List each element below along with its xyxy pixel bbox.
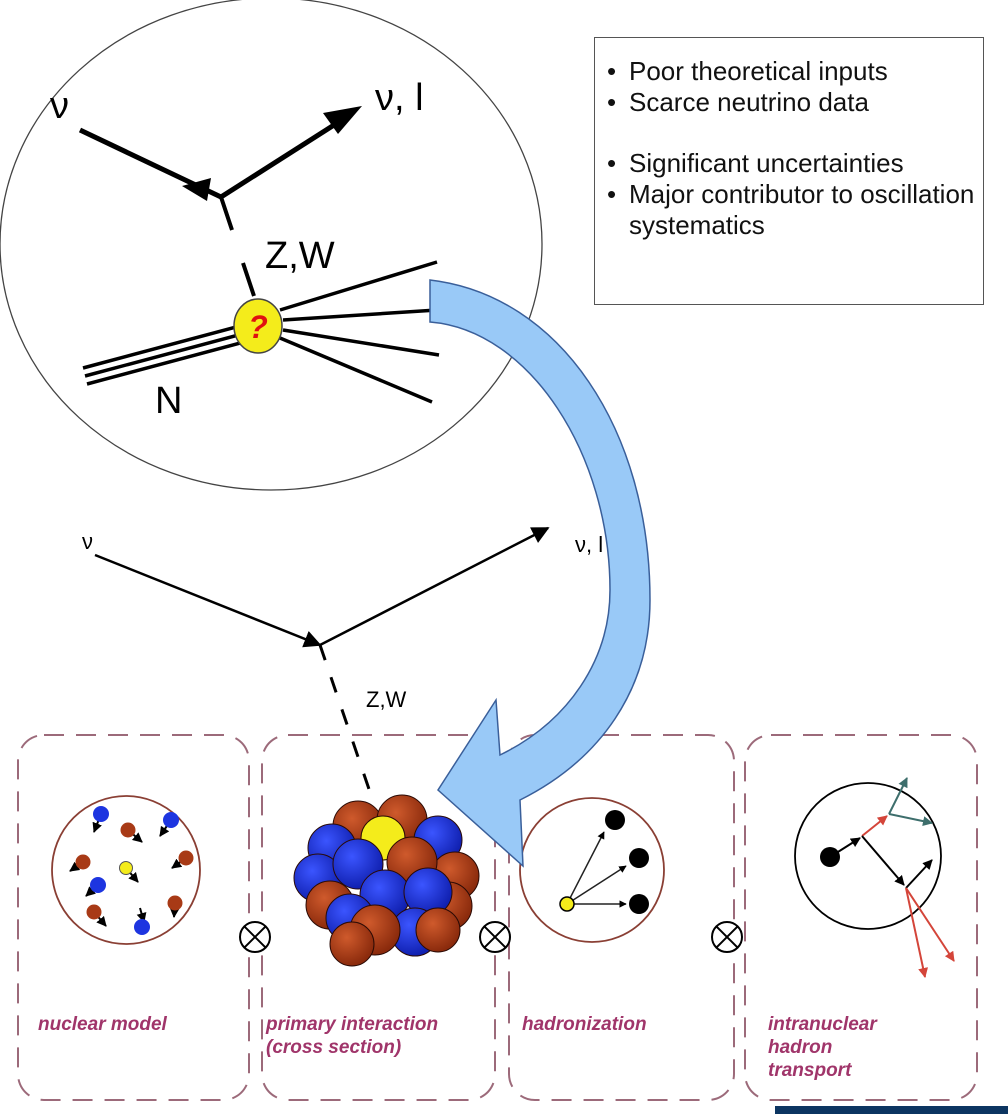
transport-tracks [820,777,955,978]
bullet-spacer [607,118,975,148]
mid-outgoing-label: ν, l [575,532,603,557]
operator-2 [479,921,511,953]
bullet-box: Poor theoretical inputs Scarce neutrino … [594,37,984,305]
hadron-line-2 [282,308,438,322]
hadron-line-4 [279,336,433,404]
bullet-list-1: Poor theoretical inputs Scarce neutrino … [607,56,975,118]
operator-1 [239,921,271,953]
incoming-neutrino-arrowhead [182,178,211,201]
stage-box-hadronization [508,734,735,1101]
stage-label-transport: intranuclear hadron transport [768,1014,877,1081]
stage-label-hadronization: hadronization [522,1014,647,1035]
target-nucleon-line-2 [84,328,258,378]
mid-boson-label: Z,W [366,687,407,712]
hadronization-circle [519,797,665,943]
top-boson-label: Z,W [265,235,335,277]
unknown-vertex-marker: ? [248,309,268,345]
stage-label-primary-interaction: primary interaction (cross section) [266,1014,439,1058]
mid-incoming-line [94,553,322,648]
hadron-line-3 [282,328,440,357]
hadron-line-1 [279,260,438,312]
operator-3 [711,921,743,953]
bullet-item: Poor theoretical inputs [607,56,975,87]
top-interaction-circle [0,0,543,491]
mid-incoming-label: ν [82,529,93,554]
top-target-label: N [155,380,182,422]
target-nucleon-line-3 [86,336,260,386]
bullet-item: Major contributor to oscillation systema… [607,179,975,241]
boson-line-dash-2 [241,262,256,297]
bullet-item: Scarce neutrino data [607,87,975,118]
top-outgoing-label: ν, l [375,77,424,119]
transport-circle [794,782,942,930]
mid-boson-line [318,644,374,799]
curved-blue-arrow [429,279,651,868]
stage-label-nuclear-model: nuclear model [38,1014,167,1035]
bullet-list-2: Significant uncertainties Major contribu… [607,148,975,241]
nucleus-cluster [293,794,480,967]
outgoing-lepton-line [219,115,347,200]
nuclear-model-nucleons [69,806,194,935]
unknown-vertex-blob [233,298,283,354]
corner-accent [775,1106,1008,1114]
hadronization-tracks [559,810,649,914]
target-nucleon-line-1 [82,320,256,370]
top-incoming-label: ν [50,85,69,127]
mid-outgoing-line [319,526,550,647]
outgoing-lepton-arrowhead [323,106,362,134]
boson-line-dash-1 [219,196,234,231]
bullet-item: Significant uncertainties [607,148,975,179]
